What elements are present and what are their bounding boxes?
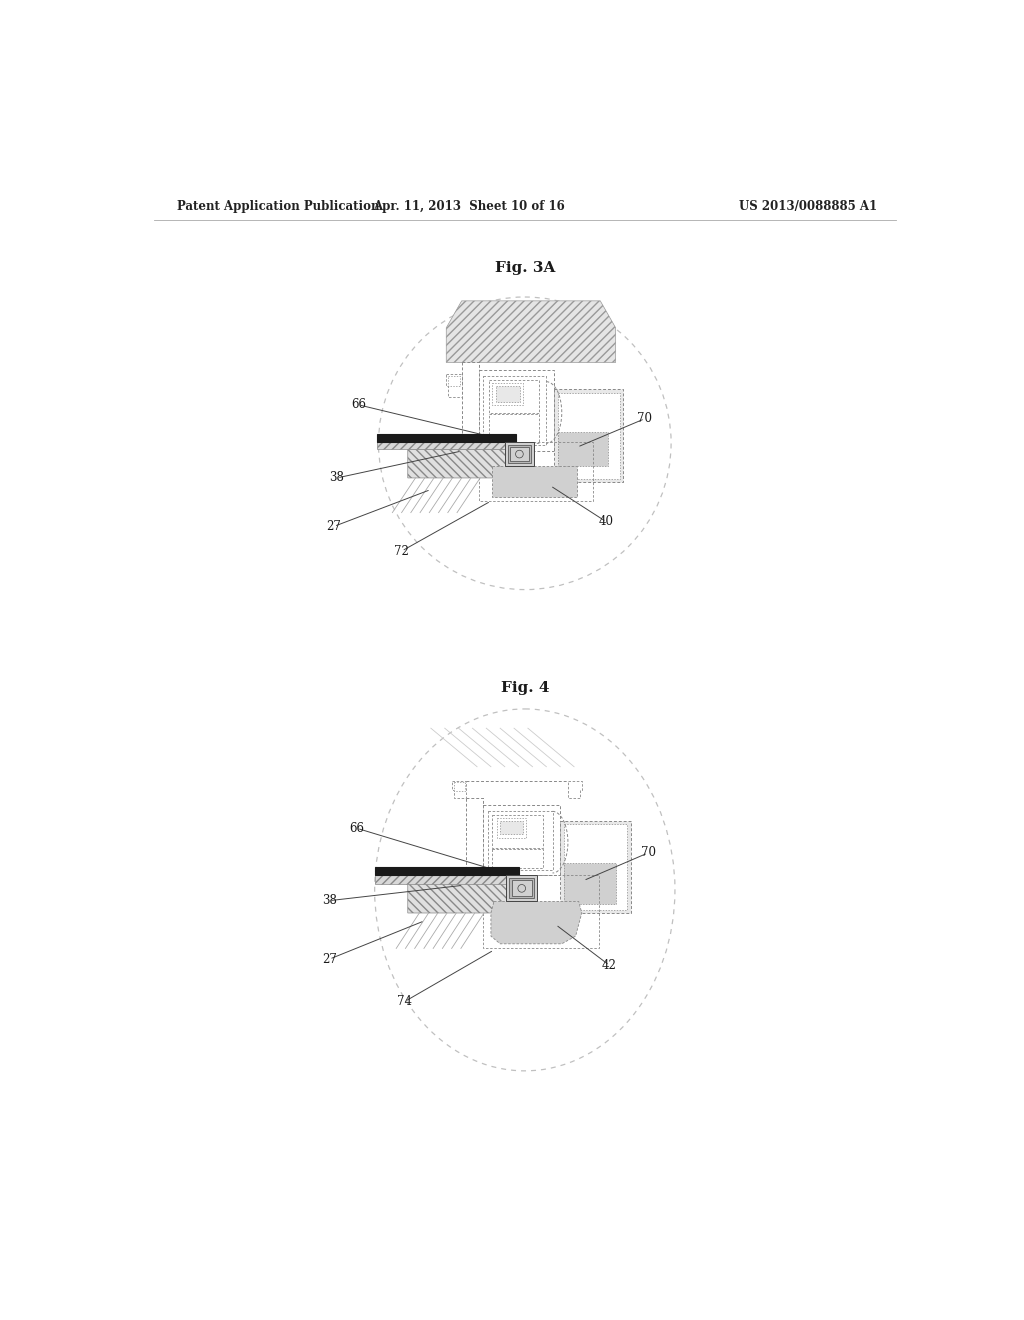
Polygon shape [462,363,478,451]
Polygon shape [512,880,531,896]
Text: 42: 42 [602,958,616,972]
Polygon shape [510,447,528,461]
Polygon shape [376,874,518,884]
Text: 66: 66 [349,822,365,834]
Text: 70: 70 [640,846,655,859]
Text: 38: 38 [330,471,344,484]
Polygon shape [447,376,460,387]
Polygon shape [564,863,615,904]
Text: Fig. 3A: Fig. 3A [495,261,555,275]
Polygon shape [509,878,535,899]
Polygon shape [493,816,543,847]
Polygon shape [496,385,520,401]
Polygon shape [377,434,515,442]
Polygon shape [376,867,518,874]
Polygon shape [487,810,553,870]
Text: 74: 74 [397,995,413,1008]
Polygon shape [488,380,539,412]
Polygon shape [446,374,462,397]
Text: Patent Application Publication: Patent Application Publication [177,199,379,213]
Polygon shape [554,389,624,482]
Polygon shape [483,805,560,874]
Polygon shape [508,445,531,463]
Text: 38: 38 [322,894,337,907]
Polygon shape [558,432,608,466]
Polygon shape [506,874,538,902]
Polygon shape [490,902,582,944]
Polygon shape [493,383,523,405]
Polygon shape [568,780,582,797]
Polygon shape [488,414,539,444]
Text: 66: 66 [351,399,366,412]
Polygon shape [500,821,523,834]
Text: 40: 40 [599,515,614,528]
Text: US 2013/0088885 A1: US 2013/0088885 A1 [739,199,878,213]
Text: Apr. 11, 2013  Sheet 10 of 16: Apr. 11, 2013 Sheet 10 of 16 [374,199,565,213]
Polygon shape [497,818,526,837]
Polygon shape [377,442,515,449]
Polygon shape [560,821,631,913]
Text: 27: 27 [322,953,337,966]
Polygon shape [466,797,483,874]
Polygon shape [478,370,554,451]
Text: Fig. 4: Fig. 4 [501,681,549,696]
Polygon shape [453,780,466,797]
Polygon shape [408,449,515,478]
Polygon shape [505,442,535,466]
Polygon shape [483,376,547,445]
Text: 72: 72 [394,545,409,557]
Polygon shape [408,884,518,913]
Text: 27: 27 [327,520,341,533]
Polygon shape [446,301,615,363]
Polygon shape [493,849,543,869]
Polygon shape [454,781,465,792]
Text: 70: 70 [637,412,652,425]
Polygon shape [564,825,628,909]
Polygon shape [493,466,578,498]
Polygon shape [558,393,620,479]
